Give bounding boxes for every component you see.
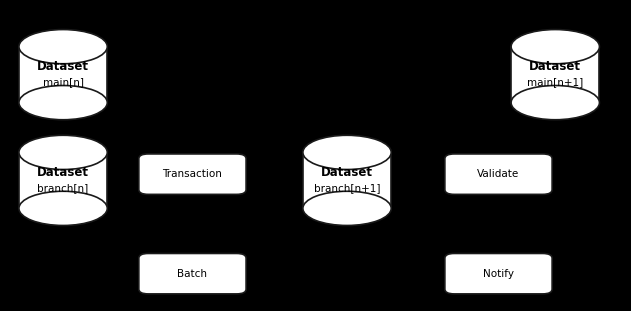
FancyBboxPatch shape <box>445 253 552 294</box>
Text: Dataset: Dataset <box>37 166 89 179</box>
FancyBboxPatch shape <box>19 152 107 208</box>
FancyBboxPatch shape <box>511 47 599 103</box>
FancyBboxPatch shape <box>303 152 391 208</box>
Text: branch[n]: branch[n] <box>37 183 89 193</box>
Text: main[n]: main[n] <box>43 77 83 87</box>
Ellipse shape <box>303 191 391 225</box>
FancyBboxPatch shape <box>139 154 246 194</box>
Text: Notify: Notify <box>483 269 514 279</box>
Text: Transaction: Transaction <box>163 169 222 179</box>
Ellipse shape <box>511 30 599 64</box>
Ellipse shape <box>19 30 107 64</box>
Text: Dataset: Dataset <box>37 60 89 73</box>
FancyBboxPatch shape <box>139 253 246 294</box>
Ellipse shape <box>19 191 107 225</box>
Ellipse shape <box>19 86 107 120</box>
FancyBboxPatch shape <box>445 154 552 194</box>
Ellipse shape <box>19 135 107 169</box>
Ellipse shape <box>511 86 599 120</box>
Text: Dataset: Dataset <box>529 60 581 73</box>
Text: Dataset: Dataset <box>321 166 373 179</box>
Text: branch[n+1]: branch[n+1] <box>314 183 380 193</box>
Text: main[n+1]: main[n+1] <box>527 77 584 87</box>
Ellipse shape <box>303 135 391 169</box>
Text: Batch: Batch <box>177 269 208 279</box>
FancyBboxPatch shape <box>19 47 107 103</box>
Text: Validate: Validate <box>478 169 519 179</box>
